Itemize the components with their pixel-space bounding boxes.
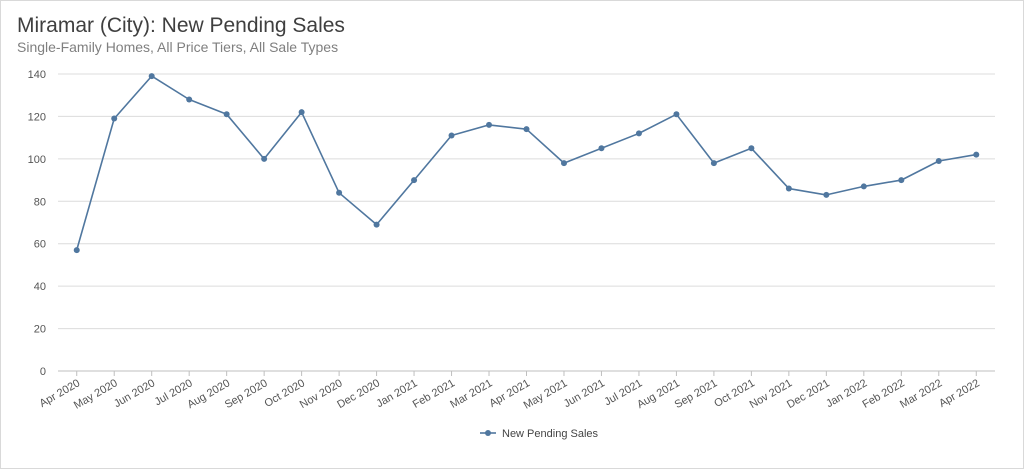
data-point: [298, 109, 305, 116]
x-tick-label: Apr 2022: [937, 377, 982, 410]
y-tick-label: 100: [28, 154, 46, 166]
data-point: [186, 96, 193, 103]
x-tick-label: Dec 2020: [335, 377, 382, 411]
data-point: [598, 145, 605, 152]
data-point: [111, 115, 118, 122]
legend-marker: [485, 430, 491, 436]
data-point: [823, 191, 830, 198]
chart-subtitle: Single-Family Homes, All Price Tiers, Al…: [17, 39, 339, 55]
x-tick-label: Jun 2021: [562, 377, 607, 410]
data-point: [710, 160, 717, 167]
y-tick-label: 60: [34, 239, 46, 251]
x-tick-label: Mar 2022: [898, 377, 944, 411]
data-point: [860, 183, 867, 190]
chart-title: Miramar (City): New Pending Sales: [17, 14, 345, 37]
data-point: [673, 111, 680, 118]
y-tick-label: 120: [28, 111, 46, 123]
data-point: [261, 155, 268, 162]
y-tick-label: 20: [34, 324, 46, 336]
y-tick-label: 0: [40, 366, 46, 378]
x-tick-label: Mar 2021: [448, 377, 494, 411]
x-tick-label: Sep 2020: [223, 377, 270, 411]
data-point: [973, 151, 980, 158]
legend-label: New Pending Sales: [502, 428, 599, 440]
data-point: [73, 247, 80, 254]
x-tick-label: Feb 2022: [861, 377, 907, 411]
x-tick-label: Sep 2021: [673, 377, 720, 411]
data-point: [898, 177, 905, 184]
data-point: [448, 132, 455, 139]
x-tick-label: Jun 2020: [112, 377, 157, 410]
data-point: [223, 111, 230, 118]
data-point: [148, 73, 155, 80]
data-point: [560, 160, 567, 167]
data-point: [523, 126, 530, 133]
data-point: [336, 189, 343, 196]
data-point: [635, 130, 642, 137]
y-tick-label: 40: [34, 281, 46, 293]
data-point: [411, 177, 418, 184]
series-line: [75, 75, 977, 251]
data-point: [935, 157, 942, 164]
x-tick-label: Feb 2021: [411, 377, 457, 411]
data-point: [748, 145, 755, 152]
y-tick-label: 140: [28, 69, 46, 81]
data-point: [373, 221, 380, 228]
data-point: [486, 121, 493, 128]
y-tick-label: 80: [34, 196, 46, 208]
x-tick-label: Dec 2021: [785, 377, 832, 411]
data-point: [785, 185, 792, 192]
